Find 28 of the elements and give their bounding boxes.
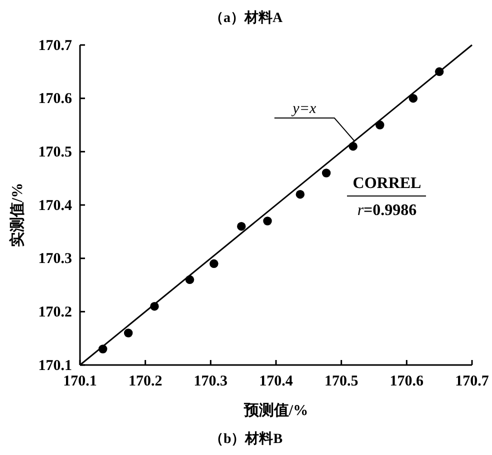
chart-title: （a）材料A (209, 10, 284, 26)
point (237, 222, 246, 231)
point (263, 216, 272, 226)
y-tick-label: 170.3 (38, 251, 72, 268)
point (296, 190, 305, 199)
x-tick-label: 170.2 (128, 374, 162, 390)
x-tick-label: 170.5 (324, 374, 358, 390)
x-tick-label: 170.1 (63, 374, 97, 390)
x-tick-label: 170.6 (390, 374, 424, 390)
x-tick-label: 170.3 (194, 374, 228, 390)
x-tick-label: 170.4 (259, 374, 294, 390)
y-tick-label: 170.1 (38, 358, 72, 374)
y-tick-label: 170.4 (38, 198, 72, 214)
point (408, 94, 418, 103)
text: （b）材料B (209, 431, 283, 447)
annotation: r=0.9986 (357, 202, 417, 219)
point (210, 259, 218, 268)
y-tick-label: 170.6 (38, 91, 72, 108)
x-axis-title: 预测值/% (242, 402, 308, 419)
annotation: CORREL (352, 175, 422, 192)
y-axis-title: 实测值/% (8, 182, 26, 248)
y-tick-label: 170.5 (38, 144, 72, 160)
text: y=x (290, 101, 316, 117)
point (322, 168, 331, 178)
y-tick-label: 170.7 (38, 38, 72, 54)
x-tick-label: 170.7 (455, 374, 490, 390)
y-tick-label: 170.2 (38, 304, 72, 320)
point (124, 328, 133, 338)
